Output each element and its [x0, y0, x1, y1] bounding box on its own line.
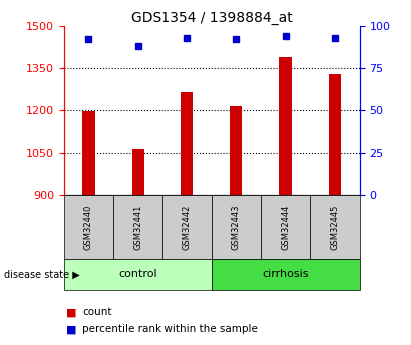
Text: GSM32442: GSM32442	[182, 204, 192, 249]
Bar	[230, 106, 242, 195]
Text: cirrhosis: cirrhosis	[262, 269, 309, 279]
Text: percentile rank within the sample: percentile rank within the sample	[82, 325, 258, 334]
Text: GSM32443: GSM32443	[232, 204, 241, 249]
Bar	[132, 149, 144, 195]
Bar	[279, 57, 292, 195]
Text: control: control	[118, 269, 157, 279]
Text: GSM32440: GSM32440	[84, 204, 93, 249]
Text: GSM32444: GSM32444	[281, 204, 290, 249]
Bar	[82, 111, 95, 195]
Bar	[181, 92, 193, 195]
Bar	[329, 74, 341, 195]
Text: GSM32441: GSM32441	[133, 204, 142, 249]
Title: GDS1354 / 1398884_at: GDS1354 / 1398884_at	[131, 11, 293, 25]
Text: count: count	[82, 307, 112, 317]
Text: ■: ■	[66, 325, 76, 334]
Text: ■: ■	[66, 307, 76, 317]
Text: disease state ▶: disease state ▶	[4, 269, 80, 279]
Text: GSM32445: GSM32445	[330, 204, 339, 249]
